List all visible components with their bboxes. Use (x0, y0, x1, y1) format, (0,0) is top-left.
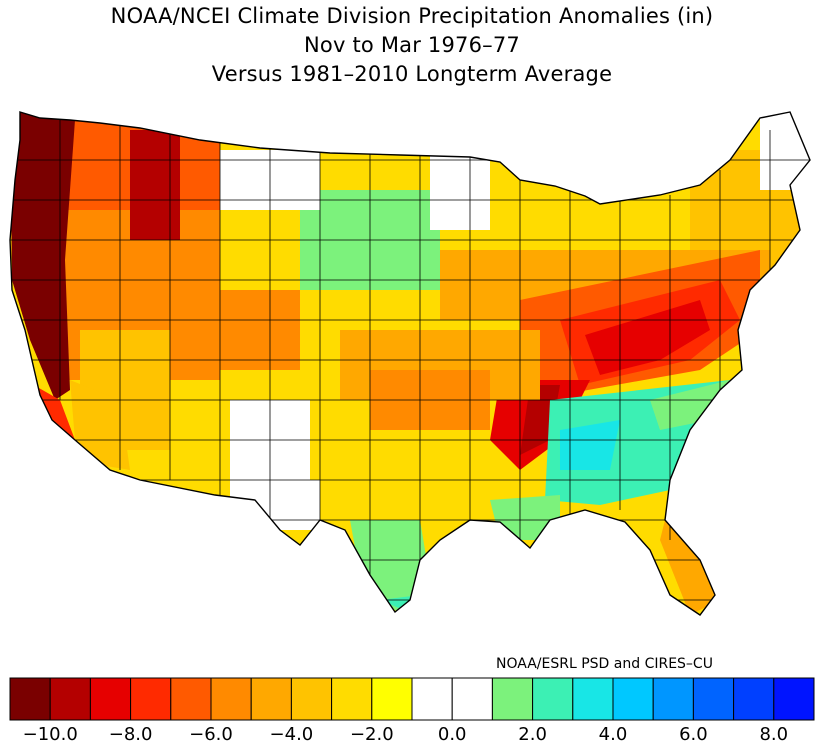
legend-swatch (411, 677, 453, 721)
legend-tick-label: 6.0 (679, 724, 708, 744)
legend-swatch (371, 677, 413, 721)
division-boundaries (10, 112, 810, 601)
us-precip-anomaly-map (9, 111, 811, 616)
legend-tick-label: −4.0 (270, 724, 314, 744)
legend-swatch (331, 677, 373, 721)
color-legend: −10.0−8.0−6.0−4.0−2.00.02.04.06.08.010.0 (9, 677, 815, 744)
legend-tick-label: −2.0 (350, 724, 394, 744)
legend-swatch (733, 677, 775, 721)
legend-swatch (130, 677, 172, 721)
legend-swatch (612, 677, 654, 721)
legend-tick-label: 0.0 (438, 724, 467, 744)
legend-swatch (9, 677, 51, 721)
title-line-1: NOAA/NCEI Climate Division Precipitation… (110, 4, 714, 28)
legend-swatch (290, 677, 333, 721)
legend-swatch (572, 677, 614, 721)
title-line-2: Nov to Mar 1976–77 (304, 33, 520, 57)
legend-tick-label: 4.0 (599, 724, 628, 744)
legend-swatch (532, 677, 574, 721)
title-block: NOAA/NCEI Climate Division Precipitation… (0, 2, 824, 89)
legend-swatch (250, 677, 292, 721)
legend-swatch (210, 677, 252, 721)
credit-label: NOAA/ESRL PSD and CIRES–CU (496, 656, 713, 672)
title-line-3: Versus 1981–2010 Longterm Average (211, 62, 613, 86)
legend-tick-label: −10.0 (23, 724, 78, 744)
legend-swatch (692, 677, 735, 721)
legend-swatch (773, 677, 815, 721)
us-outline (9, 111, 811, 616)
legend-tick-label: −6.0 (189, 724, 233, 744)
legend-swatch (89, 677, 132, 721)
legend-tick-label: 8.0 (759, 724, 788, 744)
legend-swatch (49, 677, 91, 721)
legend-swatch (451, 677, 493, 721)
legend-tick-label: −8.0 (109, 724, 153, 744)
anomaly-fill (10, 112, 810, 615)
legend-swatch (652, 677, 694, 721)
legend-tick-label: 2.0 (518, 724, 547, 744)
legend-swatch (491, 677, 534, 721)
legend-swatch (170, 677, 212, 721)
